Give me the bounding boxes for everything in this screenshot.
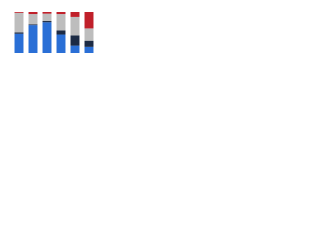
bar-segment — [56, 30, 66, 35]
bar-segment — [56, 34, 66, 53]
bar-segment — [14, 12, 24, 33]
bar-segment — [42, 12, 52, 14]
bar-segment — [28, 24, 38, 26]
bar-segment — [28, 12, 38, 15]
bar-segment — [70, 35, 80, 46]
bar-segment — [70, 45, 80, 53]
bar-segment — [42, 22, 52, 53]
bar-segment — [84, 12, 94, 29]
bar-segment — [14, 12, 24, 13]
page: (() => { const data = JSON.parse(documen… — [0, 0, 320, 71]
bar-segment — [56, 14, 66, 31]
chart — [14, 12, 94, 53]
bar-segment — [14, 33, 24, 53]
bar-segment — [42, 13, 52, 22]
bar-segment — [84, 28, 94, 41]
bar-segment — [14, 32, 24, 34]
bar-segment — [28, 14, 38, 25]
bar-segment — [84, 40, 94, 47]
bar-segment — [84, 46, 94, 53]
bar-segment — [70, 16, 80, 36]
bar-segment — [70, 12, 80, 17]
bar-segment — [42, 21, 52, 23]
bar-segment — [28, 25, 38, 53]
bar-segment — [56, 12, 66, 15]
